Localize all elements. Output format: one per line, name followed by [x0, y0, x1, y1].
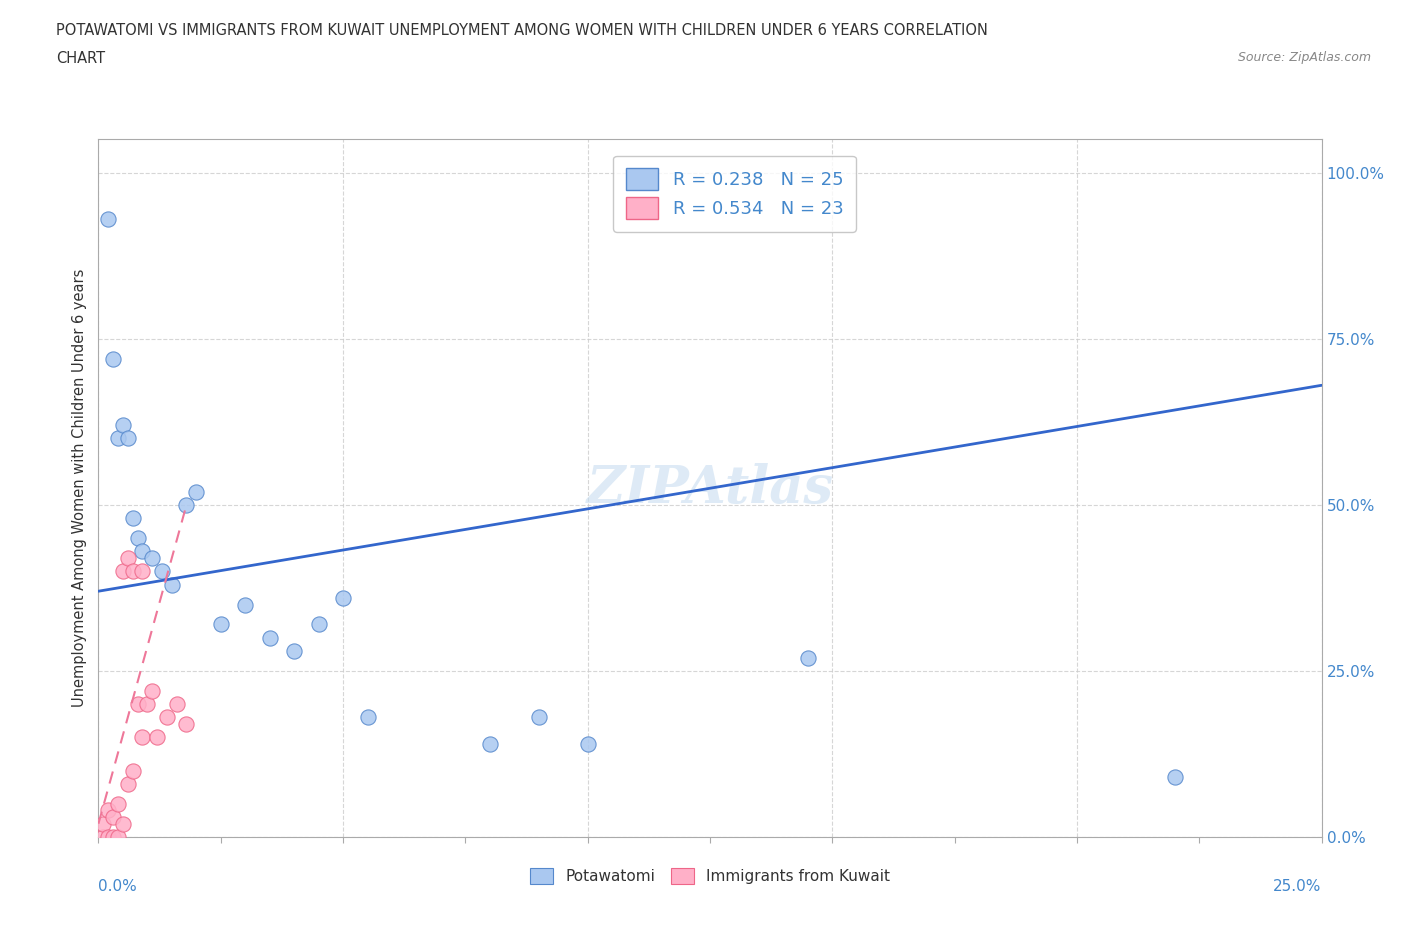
Point [209, 617, 232, 631]
Point [141, 684, 163, 698]
Point [186, 485, 208, 499]
Point [233, 597, 256, 612]
Text: ZIPAtlas: ZIPAtlas [586, 463, 834, 513]
Point [308, 617, 330, 631]
Point [150, 564, 173, 578]
Point [111, 817, 134, 831]
Text: Source: ZipAtlas.com: Source: ZipAtlas.com [1237, 51, 1371, 64]
Point [91, 817, 114, 831]
Point [127, 697, 149, 711]
Text: CHART: CHART [56, 51, 105, 66]
Point [131, 544, 153, 559]
Point [160, 578, 183, 592]
Point [478, 737, 501, 751]
Legend: Potawatomi, Immigrants from Kuwait: Potawatomi, Immigrants from Kuwait [523, 860, 897, 892]
Point [136, 697, 159, 711]
Point [101, 810, 124, 825]
Point [97, 830, 120, 844]
Point [101, 352, 124, 366]
Text: POTAWATOMI VS IMMIGRANTS FROM KUWAIT UNEMPLOYMENT AMONG WOMEN WITH CHILDREN UNDE: POTAWATOMI VS IMMIGRANTS FROM KUWAIT UNE… [56, 23, 988, 38]
Point [117, 431, 139, 445]
Point [107, 431, 129, 445]
Point [117, 777, 139, 791]
Point [127, 531, 149, 546]
Point [121, 764, 143, 778]
Point [131, 730, 153, 745]
Point [797, 650, 820, 665]
Point [101, 830, 124, 844]
Point [176, 717, 198, 732]
Point [141, 551, 163, 565]
Point [283, 644, 305, 658]
Point [91, 830, 114, 844]
Point [166, 697, 188, 711]
Point [111, 418, 134, 432]
Point [131, 564, 153, 578]
Point [97, 803, 120, 817]
Point [527, 710, 550, 724]
Point [156, 710, 179, 724]
Text: 25.0%: 25.0% [1274, 879, 1322, 894]
Point [356, 710, 378, 724]
Point [97, 212, 120, 227]
Point [107, 796, 129, 811]
Point [121, 511, 143, 525]
Point [1164, 770, 1187, 785]
Point [146, 730, 169, 745]
Point [121, 564, 143, 578]
Point [107, 830, 129, 844]
Point [176, 498, 198, 512]
Text: 0.0%: 0.0% [98, 879, 138, 894]
Y-axis label: Unemployment Among Women with Children Under 6 years: Unemployment Among Women with Children U… [72, 269, 87, 708]
Point [111, 564, 134, 578]
Point [576, 737, 599, 751]
Point [117, 551, 139, 565]
Point [332, 591, 354, 605]
Point [259, 631, 281, 645]
